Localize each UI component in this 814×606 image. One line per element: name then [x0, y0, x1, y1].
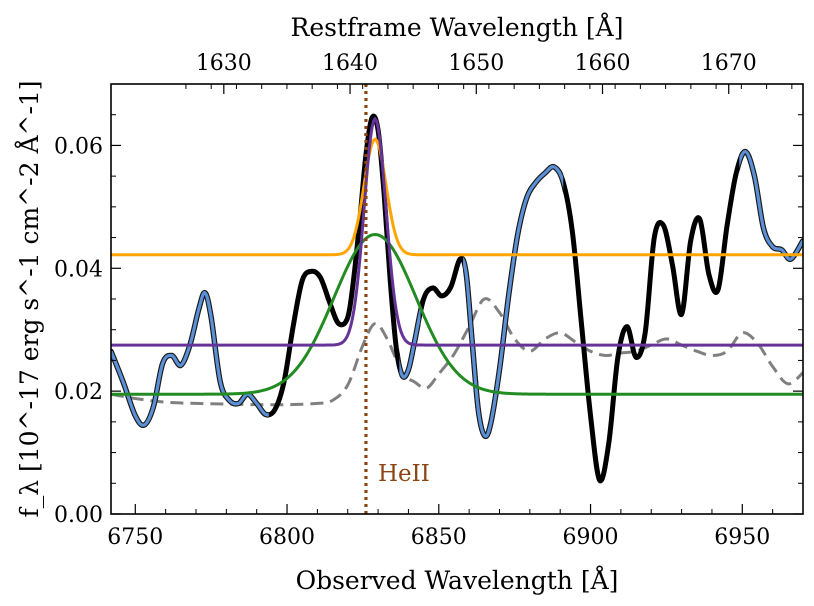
top-tick-label: 1630 — [196, 51, 252, 76]
heii-label: HeII — [378, 461, 430, 487]
masked-highlight — [111, 114, 803, 483]
top-axis-title: Restframe Wavelength [Å] — [291, 12, 624, 42]
top-tick-label: 1660 — [575, 51, 631, 76]
y-tick-label: 0.06 — [54, 134, 103, 159]
top-tick-label: 1640 — [322, 51, 378, 76]
x-axis-title: Observed Wavelength [Å] — [296, 565, 619, 595]
x-tick-label: 6850 — [411, 525, 467, 550]
masked-outline — [111, 113, 803, 484]
plot-frame — [110, 83, 804, 515]
noise-dashed-line — [111, 297, 803, 407]
top-tick-label: 1650 — [448, 51, 504, 76]
axis-ticks — [111, 83, 804, 515]
fit-line-1 — [111, 232, 803, 396]
tick-labels: 6750 6800 6850 6900 6950 0.00 0.02 0.04 0.06 1630… — [54, 51, 770, 550]
y-tick-label: 0.04 — [54, 257, 103, 282]
y-tick-label: 0.00 — [54, 503, 103, 528]
fit-line-3 — [111, 116, 803, 347]
y-axis-title: f_λ [10^-17 erg s^-1 cm^-2 Å^-1] — [14, 80, 44, 517]
observed-spectrum-line — [111, 113, 803, 484]
masked-regions — [111, 113, 803, 484]
x-tick-label: 6800 — [259, 525, 315, 550]
fit-line-2 — [111, 137, 803, 257]
y-tick-label: 0.02 — [54, 380, 103, 405]
x-tick-label: 6750 — [107, 525, 163, 550]
top-tick-label: 1670 — [701, 51, 757, 76]
plot-area — [111, 84, 803, 514]
x-tick-label: 6900 — [563, 525, 619, 550]
x-tick-label: 6950 — [714, 525, 770, 550]
